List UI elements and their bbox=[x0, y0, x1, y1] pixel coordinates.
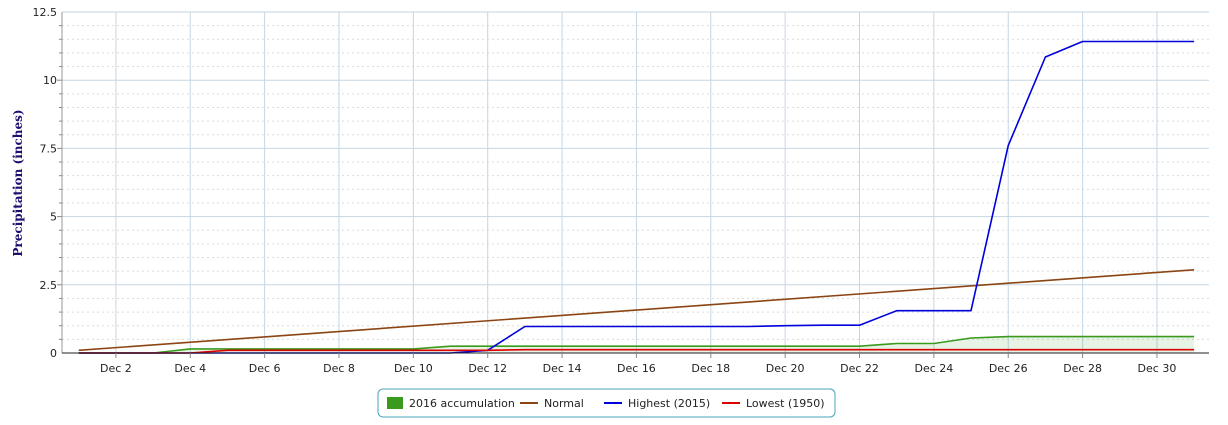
legend: 2016 accumulation Normal Highest (2015) Low… bbox=[377, 388, 836, 418]
x-tick-label: Dec 22 bbox=[840, 362, 879, 375]
x-tick-label: Dec 6 bbox=[249, 362, 281, 375]
legend-item-lowest-1950[interactable]: Lowest (1950) bbox=[722, 397, 825, 410]
y-tick-label: 0 bbox=[50, 347, 57, 360]
y-tick-label: 12.5 bbox=[33, 6, 58, 19]
x-tick-label: Dec 20 bbox=[766, 362, 805, 375]
series-line-2016-accumulation bbox=[78, 335, 1195, 354]
series-line-lowest-1950 bbox=[78, 348, 1195, 354]
x-tick-label: Dec 4 bbox=[174, 362, 206, 375]
x-tick-label: Dec 2 bbox=[100, 362, 132, 375]
legend-swatch bbox=[387, 397, 403, 409]
legend-label: Normal bbox=[544, 397, 584, 410]
legend-label: Lowest (1950) bbox=[746, 397, 825, 410]
y-tick-label: 5 bbox=[50, 211, 57, 224]
legend-label: 2016 accumulation bbox=[409, 397, 515, 410]
x-tick-label: Dec 14 bbox=[543, 362, 582, 375]
x-tick-label: Dec 26 bbox=[989, 362, 1028, 375]
y-tick-labels: 0 2.5 5 7.5 10 12.5 bbox=[33, 6, 58, 360]
series-line-normal bbox=[78, 269, 1195, 352]
legend-item-highest-2015[interactable]: Highest (2015) bbox=[604, 397, 710, 410]
y-tick-label: 10 bbox=[43, 74, 57, 87]
x-tick-label: Dec 18 bbox=[691, 362, 730, 375]
x-tick-label: Dec 24 bbox=[914, 362, 953, 375]
y-axis-title: Precipitation (inches) bbox=[11, 109, 25, 256]
major-grid bbox=[62, 11, 1209, 354]
x-tick-label: Dec 30 bbox=[1138, 362, 1177, 375]
x-tick-label: Dec 12 bbox=[468, 362, 507, 375]
legend-label: Highest (2015) bbox=[628, 397, 710, 410]
legend-item-2016-accumulation[interactable]: 2016 accumulation bbox=[387, 397, 515, 410]
x-tick-label: Dec 8 bbox=[323, 362, 355, 375]
axes-layer bbox=[57, 12, 1209, 358]
y-tick-label: 7.5 bbox=[40, 142, 58, 155]
x-tick-label: Dec 28 bbox=[1063, 362, 1102, 375]
minor-grid bbox=[62, 25, 1209, 340]
x-tick-label: Dec 10 bbox=[394, 362, 433, 375]
legend-item-normal[interactable]: Normal bbox=[520, 397, 584, 410]
x-tick-labels: Dec 2 Dec 4 Dec 6 Dec 8 Dec 10 Dec 12 Dec 14 De… bbox=[100, 362, 1176, 375]
y-tick-label: 2.5 bbox=[40, 279, 58, 292]
x-tick-label: Dec 16 bbox=[617, 362, 656, 375]
